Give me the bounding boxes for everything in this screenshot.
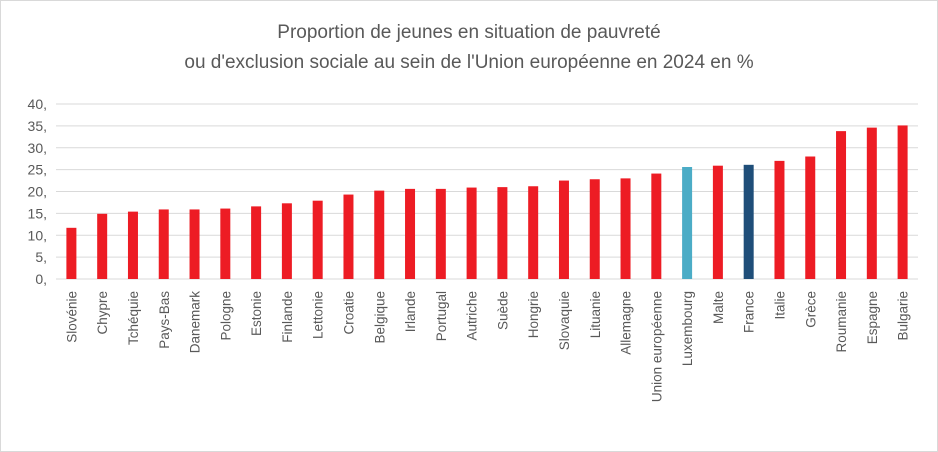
bar	[528, 186, 539, 279]
x-category-label: Roumanie	[834, 291, 849, 353]
bar	[836, 131, 847, 279]
bars	[66, 125, 908, 279]
x-category-label: Pays-Bas	[157, 291, 172, 349]
bar	[897, 125, 908, 279]
x-category-label: Slovénie	[64, 291, 79, 343]
x-category-label: Espagne	[865, 291, 880, 344]
y-tick-label: 0,	[35, 271, 47, 287]
x-category-label: Belgique	[372, 291, 387, 344]
x-category-label: Lettonie	[311, 291, 326, 339]
bar	[466, 187, 477, 279]
gridlines	[56, 103, 918, 280]
y-tick-label: 20,	[28, 184, 47, 200]
x-category-label: Slovaquie	[557, 291, 572, 350]
y-tick-label: 35,	[28, 118, 47, 134]
x-category-label: Malte	[711, 291, 726, 324]
x-category-label: Croatie	[341, 291, 356, 335]
x-category-label: Autriche	[465, 291, 480, 341]
x-category-label: Lituanie	[588, 291, 603, 338]
x-category-label: Bulgarie	[896, 291, 911, 341]
x-category-label: Chypre	[95, 291, 110, 335]
bar	[620, 178, 631, 279]
x-axis-labels: Slovénie Chypre Tchéquie Pays-Bas Danemark Po…	[64, 291, 910, 402]
x-category-label: Estonie	[249, 291, 264, 336]
bar	[712, 165, 723, 279]
chart-subtitle: ou d'exclusion sociale au sein de l'Unio…	[184, 52, 754, 73]
x-category-label: Tchéquie	[126, 291, 141, 345]
x-category-label: Italie	[772, 291, 787, 320]
bar	[558, 180, 569, 279]
x-category-label: Portugal	[434, 291, 449, 341]
bar	[189, 209, 200, 279]
x-category-label: Pologne	[218, 291, 233, 341]
y-tick-label: 15,	[28, 205, 47, 221]
bar	[651, 173, 662, 279]
bar	[774, 160, 785, 279]
bar	[743, 164, 754, 279]
x-category-label: France	[742, 291, 757, 333]
chart-title-block: Proportion de jeunes en situation de pau…	[0, 18, 938, 78]
bar	[497, 187, 508, 279]
x-category-label: Danemark	[188, 291, 203, 354]
x-category-label: Suède	[495, 291, 510, 330]
y-tick-label: 5,	[35, 249, 47, 265]
bar	[66, 227, 77, 279]
chart-title: Proportion de jeunes en situation de pau…	[277, 22, 661, 43]
y-tick-label: 10,	[28, 227, 47, 243]
x-category-label: Allemagne	[619, 291, 634, 355]
bar	[682, 167, 693, 279]
y-axis-ticks: 0, 5, 10, 15, 20, 25, 30, 35, 40,	[28, 96, 47, 287]
bar	[127, 211, 138, 279]
x-category-label: Finlande	[280, 291, 295, 343]
bar	[251, 206, 262, 279]
bar	[158, 209, 169, 279]
x-category-label: Grèce	[803, 291, 818, 328]
bar	[312, 200, 323, 279]
bar	[374, 190, 385, 279]
y-tick-label: 25,	[28, 162, 47, 178]
bar	[220, 208, 231, 279]
bar	[805, 156, 816, 279]
y-tick-label: 40,	[28, 96, 47, 112]
bar	[97, 213, 108, 279]
x-category-label: Union européenne	[649, 291, 664, 402]
x-category-label: Irlande	[403, 291, 418, 332]
bar	[405, 188, 416, 279]
y-tick-label: 30,	[28, 140, 47, 156]
x-category-label: Luxembourg	[680, 291, 695, 366]
bar	[589, 179, 600, 279]
bar	[343, 194, 354, 279]
bar	[435, 188, 446, 279]
bar	[866, 127, 877, 279]
x-category-label: Hongrie	[526, 291, 541, 338]
bar	[281, 203, 292, 279]
